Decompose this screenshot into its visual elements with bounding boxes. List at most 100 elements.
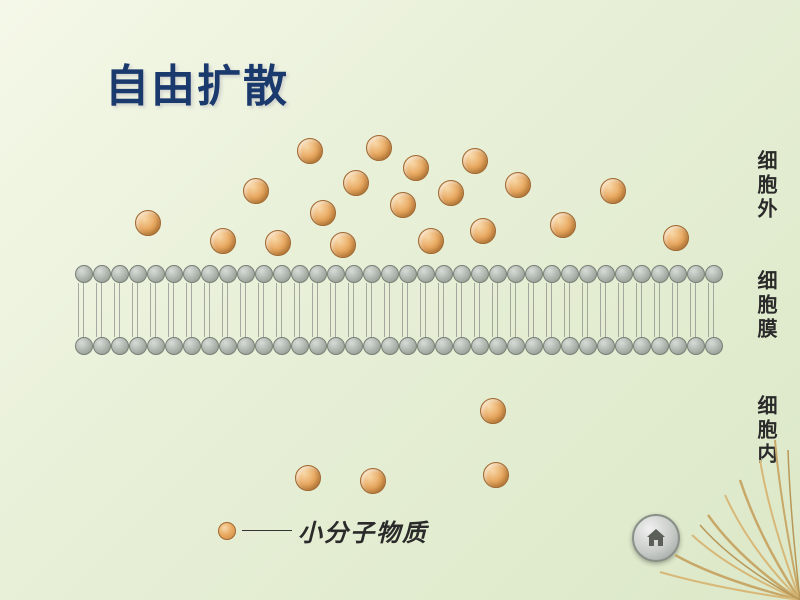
label-cell-outside: 细胞外 [751,150,780,222]
lipid-head [597,337,615,355]
molecule [243,178,269,204]
molecule [418,228,444,254]
lipid-head [219,337,237,355]
lipid-tails [75,283,715,337]
lipid-head [291,265,309,283]
legend-connector [242,530,292,531]
lipid-head [129,337,147,355]
lipid-head [237,265,255,283]
lipid-head [201,337,219,355]
lipid-head [309,265,327,283]
lipid-head [201,265,219,283]
lipid-head [651,265,669,283]
molecule [360,468,386,494]
diagram-title: 自由扩散 [105,50,289,114]
lipid-head [615,337,633,355]
lipid-head [543,265,561,283]
cell-membrane [75,265,715,355]
lipid-head [417,265,435,283]
molecule [505,172,531,198]
lipid-head [327,265,345,283]
lipid-head [399,265,417,283]
lipid-head [381,337,399,355]
lipid-head [471,337,489,355]
lipid-head [597,265,615,283]
lipid-head [111,265,129,283]
lipid-head [345,265,363,283]
legend-molecule-icon [218,522,236,540]
lipid-head [255,337,273,355]
lipid-head [525,337,543,355]
lipid-head [273,337,291,355]
molecule [550,212,576,238]
lipid-head [525,265,543,283]
molecule [210,228,236,254]
lipid-head [651,337,669,355]
molecule [390,192,416,218]
lipid-head [489,337,507,355]
lipid-head [93,265,111,283]
lipid-head [165,265,183,283]
home-button[interactable] [632,514,680,562]
lipid-head [183,337,201,355]
lipid-head [561,337,579,355]
lipid-head [309,337,327,355]
molecule [462,148,488,174]
molecule [135,210,161,236]
lipid-head [633,265,651,283]
molecule [295,465,321,491]
lipid-head [435,265,453,283]
lipid-head [669,265,687,283]
lipid-head [273,265,291,283]
molecule [343,170,369,196]
molecule [297,138,323,164]
lipid-head [705,337,723,355]
label-cell-membrane: 细胞膜 [751,270,780,342]
molecule [403,155,429,181]
label-cell-inside: 细胞内 [751,395,780,467]
molecule [663,225,689,251]
molecule [470,218,496,244]
lipid-head [327,337,345,355]
lipid-head [453,265,471,283]
lipid-head [471,265,489,283]
lipid-head [579,265,597,283]
lipid-head [237,337,255,355]
lipid-head [543,337,561,355]
lipid-head [363,265,381,283]
lipid-head [633,337,651,355]
lipid-head [363,337,381,355]
lipid-head [615,265,633,283]
lipid-head [687,337,705,355]
lipid-head [507,265,525,283]
lipid-head [417,337,435,355]
lipid-head [255,265,273,283]
lipid-head [345,337,363,355]
lipid-head [111,337,129,355]
molecule [310,200,336,226]
molecule [438,180,464,206]
lipid-head [399,337,417,355]
home-icon [644,526,668,550]
lipid-head [129,265,147,283]
molecule [366,135,392,161]
lipid-head [147,337,165,355]
lipid-head [705,265,723,283]
lipid-head [507,337,525,355]
lipid-head [687,265,705,283]
lipid-head [165,337,183,355]
lipid-head [291,337,309,355]
lipid-head [75,265,93,283]
molecule [480,398,506,424]
lipid-head [183,265,201,283]
lipid-head [147,265,165,283]
lipid-head [579,337,597,355]
lipid-head [93,337,111,355]
lipid-head [75,337,93,355]
lipid-head [453,337,471,355]
legend: 小分子物质 [218,513,428,548]
lipid-head [381,265,399,283]
lipid-head [219,265,237,283]
lipid-head [489,265,507,283]
lipid-head [669,337,687,355]
